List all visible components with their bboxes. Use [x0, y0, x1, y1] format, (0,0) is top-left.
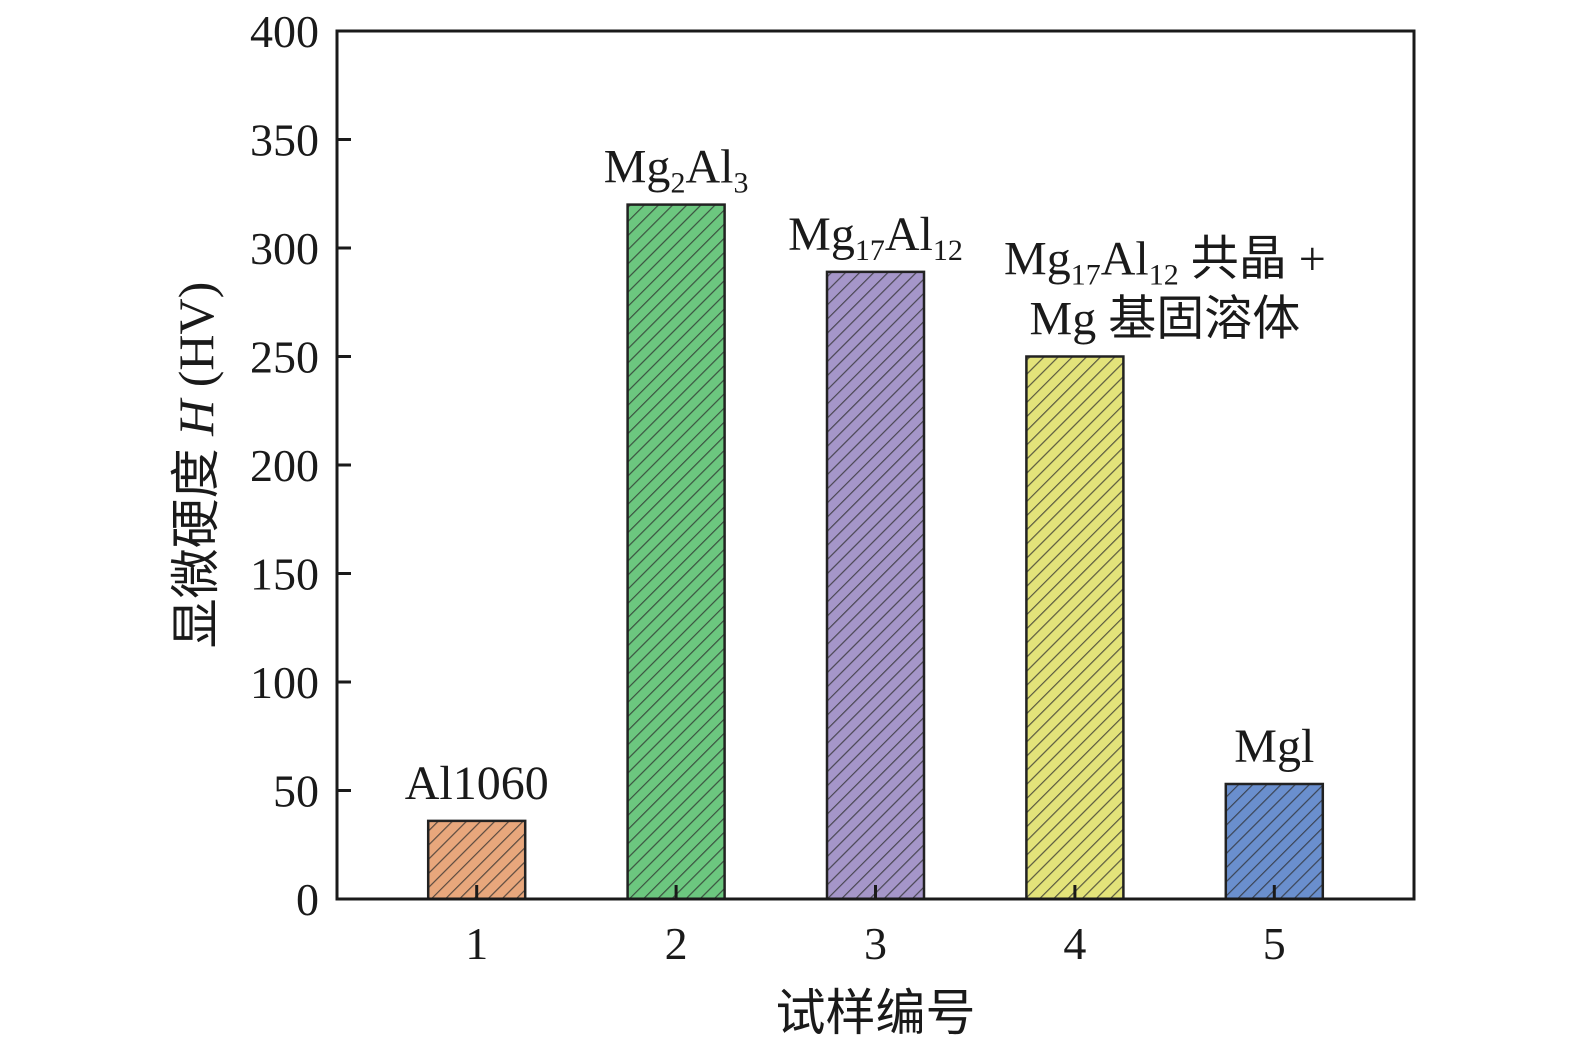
- bar-label-2: Mg2Al3: [604, 141, 749, 200]
- y-tick-label: 0: [296, 874, 319, 925]
- bar-label-1: Al1060: [405, 757, 549, 810]
- bar-labels-layer: Al1060 Mg2Al3 Mg17Al12 Mg17Al12 共晶 +Mg 基固溶体…: [405, 141, 1326, 810]
- bar-5: [1224, 782, 1325, 901]
- bar-label-3: Mg17Al12: [788, 208, 963, 267]
- y-tick-label: 350: [250, 115, 319, 166]
- x-tick-label: 4: [1063, 918, 1086, 969]
- y-axis-title-text: 显微硬度: [168, 436, 224, 649]
- y-tick-label: 250: [250, 332, 319, 383]
- x-tick-label: 3: [864, 918, 887, 969]
- x-tick-label: 5: [1263, 918, 1286, 969]
- bars-layer: [426, 203, 1325, 901]
- y-tick-label: 100: [250, 657, 319, 708]
- x-ticks-layer: 1 2 3 4 5: [465, 885, 1286, 969]
- x-axis-title: 试样编号: [776, 985, 976, 1041]
- y-tick-label: 300: [250, 223, 319, 274]
- y-tick-label: 150: [250, 549, 319, 600]
- x-tick-label: 1: [465, 918, 488, 969]
- bar-label-4: Mg 基固溶体: [1030, 293, 1301, 346]
- bar-3: [825, 270, 926, 901]
- y-ticks-layer: 0 50 100 150 200 250 300 350 400: [250, 6, 351, 925]
- y-axis-title: 显微硬度 H (HV): [168, 282, 224, 649]
- y-tick-label: 400: [250, 6, 319, 57]
- bar-label-5: Mgl: [1234, 720, 1314, 773]
- y-tick-label: 200: [250, 440, 319, 491]
- bar-2: [626, 203, 726, 901]
- bar-4: [1025, 355, 1125, 901]
- y-axis-title-variable: H: [168, 397, 224, 437]
- bar-label-4: Mg17Al12 共晶 +: [1004, 233, 1326, 292]
- x-tick-label: 2: [665, 918, 688, 969]
- y-axis-title-unit: (HV): [168, 282, 224, 400]
- y-tick-label: 50: [273, 766, 319, 817]
